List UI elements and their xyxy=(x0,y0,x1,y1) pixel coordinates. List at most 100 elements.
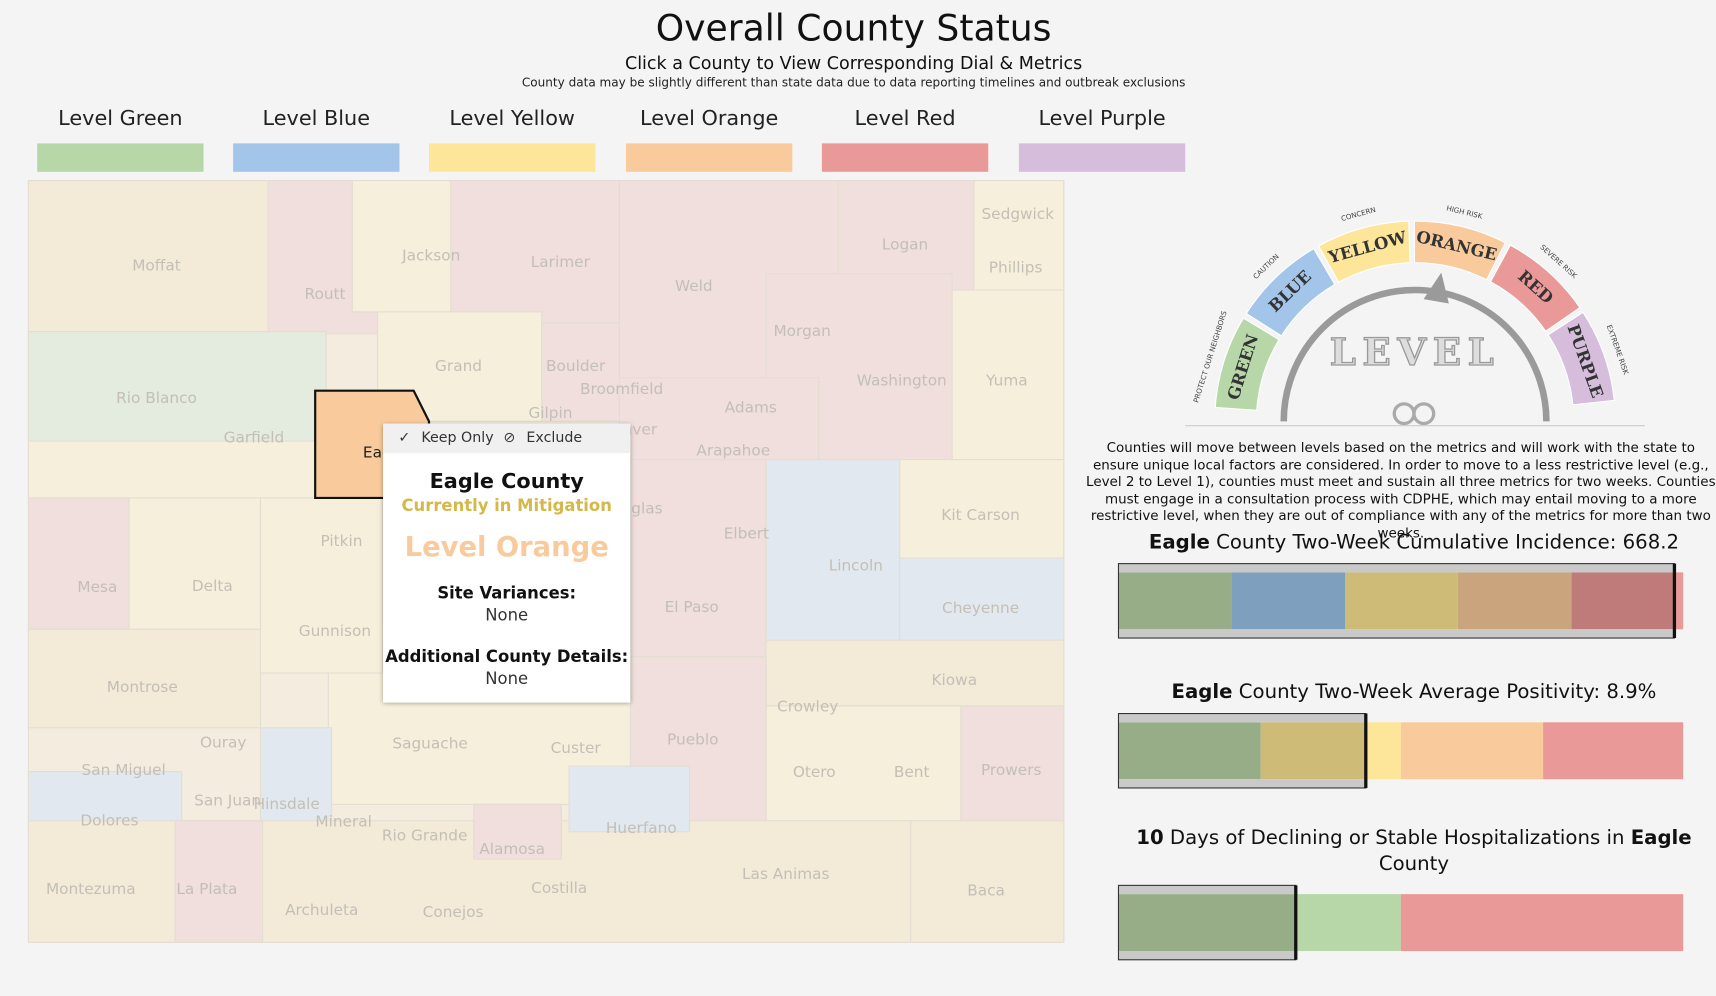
county-label[interactable]: Las Animas xyxy=(742,865,829,883)
county-label[interactable]: Alamosa xyxy=(479,840,545,858)
map-region xyxy=(973,180,1065,291)
dial-center: LEVEL xyxy=(1330,330,1501,374)
county-label[interactable]: Lincoln xyxy=(829,556,883,574)
county-label[interactable]: Rio Blanco xyxy=(116,389,197,407)
county-label[interactable]: San Miguel xyxy=(82,761,166,779)
county-label[interactable]: Otero xyxy=(793,763,836,781)
legend-label: Level Red xyxy=(854,106,956,131)
legend-swatch xyxy=(1018,143,1186,172)
county-label[interactable]: Rio Grande xyxy=(382,827,468,845)
county-label[interactable]: Boulder xyxy=(546,357,606,375)
map-region xyxy=(899,557,1065,641)
county-label[interactable]: Bent xyxy=(894,763,930,781)
county-label[interactable]: Ouray xyxy=(200,734,247,752)
county-label[interactable]: Montezuma xyxy=(46,880,136,898)
county-label[interactable]: Jackson xyxy=(401,247,460,265)
exclude[interactable]: Exclude xyxy=(526,430,583,447)
county-label[interactable]: Routt xyxy=(305,285,346,303)
metric-title-part: Eagle xyxy=(1630,826,1692,850)
dial-segment xyxy=(1245,247,1336,337)
legend-swatch xyxy=(233,143,400,172)
county-label[interactable]: Larimer xyxy=(531,253,591,271)
county-label[interactable]: Delta xyxy=(192,577,233,595)
county-label[interactable]: Gunnison xyxy=(299,622,371,640)
dial-pointer xyxy=(1423,272,1449,304)
county-label[interactable]: Washington xyxy=(857,371,947,389)
map-region xyxy=(450,180,620,324)
county-label[interactable]: Crowley xyxy=(777,697,838,715)
map-region xyxy=(541,322,620,422)
metric-frame-top xyxy=(1118,713,1366,723)
map-region xyxy=(27,771,183,827)
metric-band xyxy=(1674,572,1684,630)
county-label[interactable]: Mesa xyxy=(77,578,117,596)
map-region xyxy=(765,459,901,658)
county-label[interactable]: Prowers xyxy=(981,761,1042,779)
county-label[interactable]: Garfield xyxy=(224,428,285,446)
metric-band xyxy=(1571,572,1675,630)
county-label[interactable]: Kit Carson xyxy=(941,506,1020,524)
note: County data may be slightly different th… xyxy=(521,75,1186,90)
map-region xyxy=(27,180,269,333)
county-label[interactable]: Arapahoe xyxy=(696,441,770,459)
legend-swatch xyxy=(37,143,204,172)
county-label[interactable]: Logan xyxy=(882,236,928,254)
county-label[interactable]: Broomfield xyxy=(580,380,663,398)
tooltip-county: Eagle County xyxy=(429,469,584,494)
field-label: Additional County Details: xyxy=(385,646,629,667)
keep-only[interactable]: Keep Only xyxy=(421,430,494,447)
county-label[interactable]: Pueblo xyxy=(667,730,718,748)
dial-track xyxy=(1280,286,1550,422)
county-label[interactable]: Montrose xyxy=(107,678,178,696)
metric-frame-top xyxy=(1118,563,1675,573)
county-label[interactable]: Elbert xyxy=(724,525,769,543)
dial-segment xyxy=(1317,220,1411,284)
county-label[interactable]: Costilla xyxy=(531,879,587,897)
tooltip-level: Level Orange xyxy=(404,530,609,563)
metric-band xyxy=(1345,572,1458,630)
county-label[interactable]: La Plata xyxy=(176,880,237,898)
legend-swatch xyxy=(429,143,596,172)
county-label[interactable]: Weld xyxy=(675,277,713,295)
county-label[interactable]: Baca xyxy=(967,881,1005,899)
county-label[interactable]: Kiowa xyxy=(932,671,978,689)
county-label[interactable]: Grand xyxy=(435,357,482,375)
county-label[interactable]: Gilpin xyxy=(528,404,572,422)
map-region xyxy=(629,459,767,658)
metric-title: Eagle County Two-Week Cumulative Inciden… xyxy=(1118,530,1709,556)
county-label[interactable]: Conejos xyxy=(423,903,484,921)
map-region xyxy=(27,628,262,729)
metric-title: 10 Days of Declining or Stable Hospitali… xyxy=(1118,825,1709,878)
tooltip-status: Currently in Mitigation xyxy=(401,495,612,516)
legend-label: Level Purple xyxy=(1038,106,1166,131)
county-label[interactable]: Adams xyxy=(725,399,777,417)
county-label[interactable]: Sedgwick xyxy=(981,205,1054,223)
map-region xyxy=(174,820,264,943)
metric-band xyxy=(1543,722,1684,780)
metric-band xyxy=(1365,722,1401,780)
metric-title: Eagle County Two-Week Average Positivity… xyxy=(1118,680,1709,706)
metric-frame-bottom xyxy=(1118,951,1296,960)
legend-label: Level Orange xyxy=(640,106,779,131)
county-label[interactable]: El Paso xyxy=(665,598,719,616)
keep-only-icon: ✓ xyxy=(398,430,411,447)
county-label[interactable]: Dolores xyxy=(80,811,138,829)
metric-band xyxy=(1295,894,1401,952)
county-label[interactable]: Morgan xyxy=(773,322,830,340)
county-label[interactable]: Hinsdale xyxy=(254,795,320,813)
legend-swatch xyxy=(625,143,793,172)
county-label[interactable]: Pitkin xyxy=(320,532,362,550)
metric-title-part: Eagle xyxy=(1171,680,1233,704)
county-label[interactable]: Phillips xyxy=(989,259,1043,277)
field-value: None xyxy=(485,605,529,625)
county-label[interactable]: Cheyenne xyxy=(942,599,1019,617)
county-label[interactable]: Archuleta xyxy=(285,901,358,919)
county-label[interactable]: Huerfano xyxy=(606,819,677,837)
county-label[interactable]: San Juan xyxy=(194,792,261,810)
county-label[interactable]: Moffat xyxy=(132,256,181,274)
county-label[interactable]: Custer xyxy=(551,739,602,757)
county-label[interactable]: Mineral xyxy=(315,812,372,830)
subtitle: Click a County to View Corresponding Dia… xyxy=(624,52,1083,74)
county-label[interactable]: Saguache xyxy=(392,735,467,753)
county-label[interactable]: Yuma xyxy=(985,371,1028,389)
